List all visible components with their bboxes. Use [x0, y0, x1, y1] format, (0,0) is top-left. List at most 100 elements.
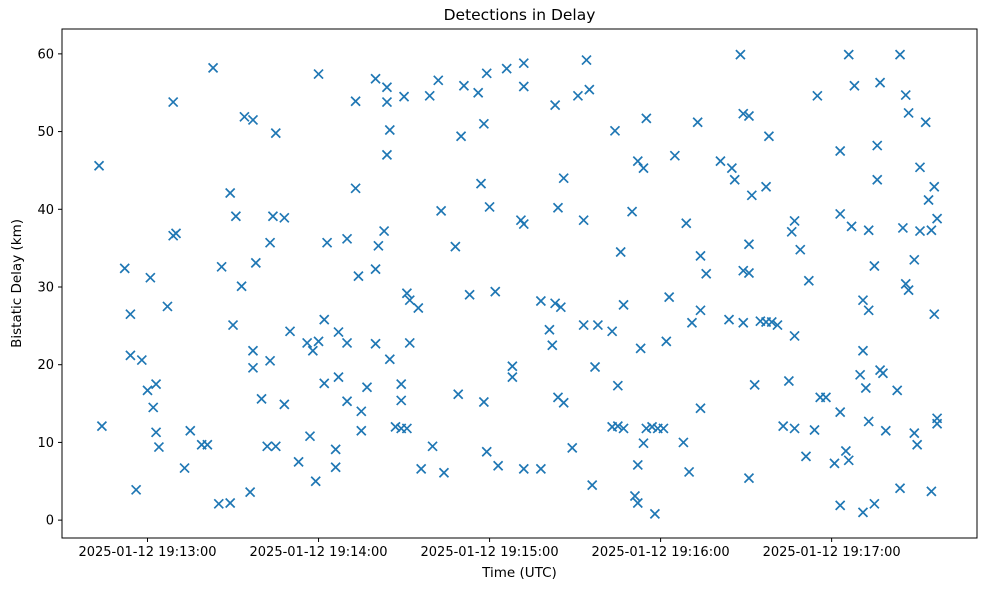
scatter-point — [749, 379, 760, 391]
scatter-point — [142, 385, 153, 396]
scatter-point — [926, 225, 937, 236]
scatter-point — [592, 319, 603, 331]
scatter-point — [293, 456, 304, 467]
scatter-point — [778, 420, 789, 432]
scatter-point — [638, 438, 649, 449]
scatter-point — [353, 271, 364, 282]
scatter-point — [518, 58, 529, 69]
scatter-point — [481, 446, 492, 457]
scatter-point — [912, 439, 923, 450]
scatter-point — [863, 225, 874, 236]
scatter-point — [646, 421, 658, 432]
scatter-point — [835, 500, 846, 511]
scatter-point — [746, 190, 757, 201]
scatter-point — [381, 149, 393, 160]
scatter-point — [350, 96, 361, 107]
scatter-point — [857, 295, 869, 306]
scatter-point — [267, 211, 279, 222]
x-tick-label: 2025-01-12 19:13:00 — [78, 545, 216, 560]
scatter-point — [729, 174, 740, 185]
scatter-point — [550, 100, 561, 111]
x-axis-label: Time (UTC) — [482, 565, 557, 581]
scatter-point — [341, 396, 353, 407]
scatter-point — [398, 91, 410, 102]
y-tick-label: 20 — [37, 358, 54, 373]
scatter-point — [661, 336, 672, 347]
scatter-point — [148, 402, 159, 413]
scatter-point — [669, 150, 680, 161]
scatter-point — [213, 498, 224, 509]
scatter-point — [390, 421, 401, 432]
scatter-point — [587, 480, 598, 491]
scatter-point — [849, 80, 860, 91]
scatter-point — [923, 194, 934, 206]
scatter-point — [455, 131, 467, 142]
scatter-point — [396, 395, 407, 406]
x-tick-label: 2025-01-12 19:15:00 — [421, 545, 559, 560]
scatter-point — [872, 174, 883, 185]
scatter-point — [544, 324, 555, 335]
scatter-point — [684, 466, 695, 478]
scatter-point — [179, 462, 190, 474]
scatter-point — [766, 316, 777, 328]
scatter-point — [632, 497, 643, 509]
scatter-point — [262, 441, 273, 452]
scatter-point — [247, 362, 259, 373]
scatter-point — [715, 156, 726, 167]
scatter-point — [931, 213, 943, 224]
scatter-point — [350, 183, 361, 194]
scatter-point — [119, 263, 130, 274]
scatter-point — [341, 233, 353, 244]
scatter-point — [225, 187, 236, 199]
scatter-point — [581, 54, 592, 66]
scatter-point — [743, 239, 755, 250]
scatter-point — [202, 439, 213, 450]
scatter-point — [330, 444, 341, 455]
x-tick-label: 2025-01-12 19:14:00 — [250, 545, 388, 560]
scatter-point — [401, 288, 413, 299]
scatter-point — [795, 244, 806, 255]
scatter-point — [786, 226, 797, 237]
scatter-point — [313, 68, 324, 80]
x-tick-label: 2025-01-12 19:17:00 — [763, 545, 901, 560]
scatter-point — [578, 319, 589, 331]
scatter-point — [929, 309, 940, 320]
scatter-point — [185, 425, 196, 436]
scatter-point — [207, 62, 219, 73]
scatter-point — [914, 162, 926, 173]
scatter-point — [136, 354, 147, 366]
scatter-point — [738, 108, 749, 119]
scatter-point — [820, 392, 832, 403]
chart-title: Detections in Delay — [443, 6, 596, 24]
scatter-point — [145, 272, 156, 283]
scatter-point — [453, 389, 464, 400]
scatter-point — [931, 418, 943, 429]
scatter-point — [153, 441, 165, 453]
scatter-point — [150, 379, 162, 390]
scatter-point — [789, 215, 800, 227]
scatter-point — [632, 156, 643, 167]
scatter-point — [909, 254, 920, 265]
y-axis-label: Bistatic Delay (km) — [9, 219, 25, 348]
scatter-point — [370, 264, 381, 275]
scatter-point — [809, 424, 820, 436]
scatter-point — [279, 212, 290, 223]
scatter-point — [578, 215, 589, 226]
scatter-point — [840, 445, 851, 457]
scatter-point — [247, 345, 259, 356]
scatter-point — [450, 241, 461, 252]
scatter-point — [484, 201, 495, 213]
scatter-point — [384, 124, 395, 136]
scatter-point — [558, 173, 569, 184]
y-tick-label: 0 — [46, 514, 54, 529]
scatter-point — [874, 77, 886, 88]
scatter-point — [361, 382, 373, 393]
scatter-point — [370, 338, 381, 349]
scatter-point — [584, 84, 595, 95]
scatter-point — [726, 162, 737, 174]
scatter-point — [550, 298, 561, 309]
scatter-point — [678, 437, 689, 448]
scatter-point — [379, 225, 390, 237]
scatter-point — [846, 221, 857, 232]
